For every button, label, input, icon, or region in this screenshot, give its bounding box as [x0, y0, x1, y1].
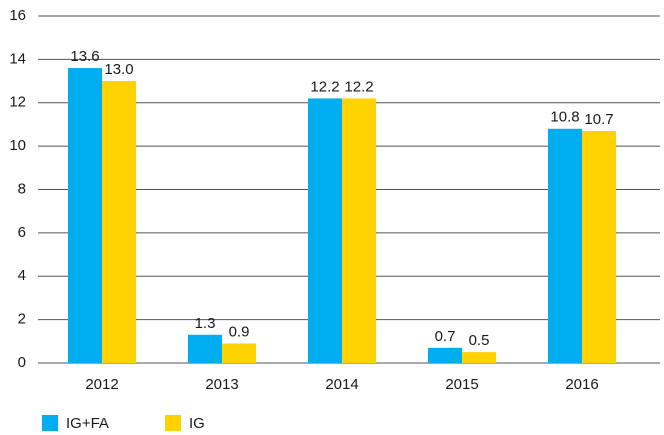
value-label: 12.2	[344, 78, 373, 95]
y-tick-label: 14	[9, 50, 26, 67]
bar	[188, 334, 222, 363]
bar	[342, 98, 376, 363]
bar	[222, 343, 256, 363]
bar	[462, 352, 496, 363]
legend-label: IG	[189, 415, 205, 432]
x-tick-label: 2012	[85, 376, 118, 393]
value-label: 0.9	[229, 323, 250, 340]
bar	[102, 81, 136, 363]
bar	[428, 347, 462, 363]
bar	[582, 130, 616, 363]
y-tick-label: 12	[9, 94, 26, 111]
bar	[68, 68, 102, 364]
y-tick-label: 6	[18, 224, 26, 241]
y-tick-label: 8	[18, 180, 26, 197]
value-label: 0.7	[435, 328, 456, 345]
y-tick-label: 10	[9, 137, 26, 154]
value-label: 10.8	[550, 109, 579, 126]
legend-label: IG+FA	[66, 415, 109, 432]
y-tick-label: 2	[18, 311, 26, 328]
value-label: 10.7	[584, 111, 613, 128]
legend-swatch	[42, 415, 58, 431]
x-tick-label: 2013	[205, 376, 238, 393]
value-label: 12.2	[310, 78, 339, 95]
legend-swatch	[165, 415, 181, 431]
x-tick-label: 2014	[325, 376, 358, 393]
y-tick-label: 16	[9, 7, 26, 24]
x-tick-label: 2015	[445, 376, 478, 393]
bar	[308, 98, 342, 363]
y-tick-label: 4	[18, 267, 26, 284]
x-tick-label: 2016	[565, 376, 598, 393]
value-label: 1.3	[195, 315, 216, 332]
value-label: 0.5	[469, 332, 490, 349]
value-label: 13.0	[104, 61, 133, 78]
value-label: 13.6	[70, 48, 99, 65]
bar	[548, 128, 582, 363]
y-tick-label: 0	[18, 354, 26, 371]
